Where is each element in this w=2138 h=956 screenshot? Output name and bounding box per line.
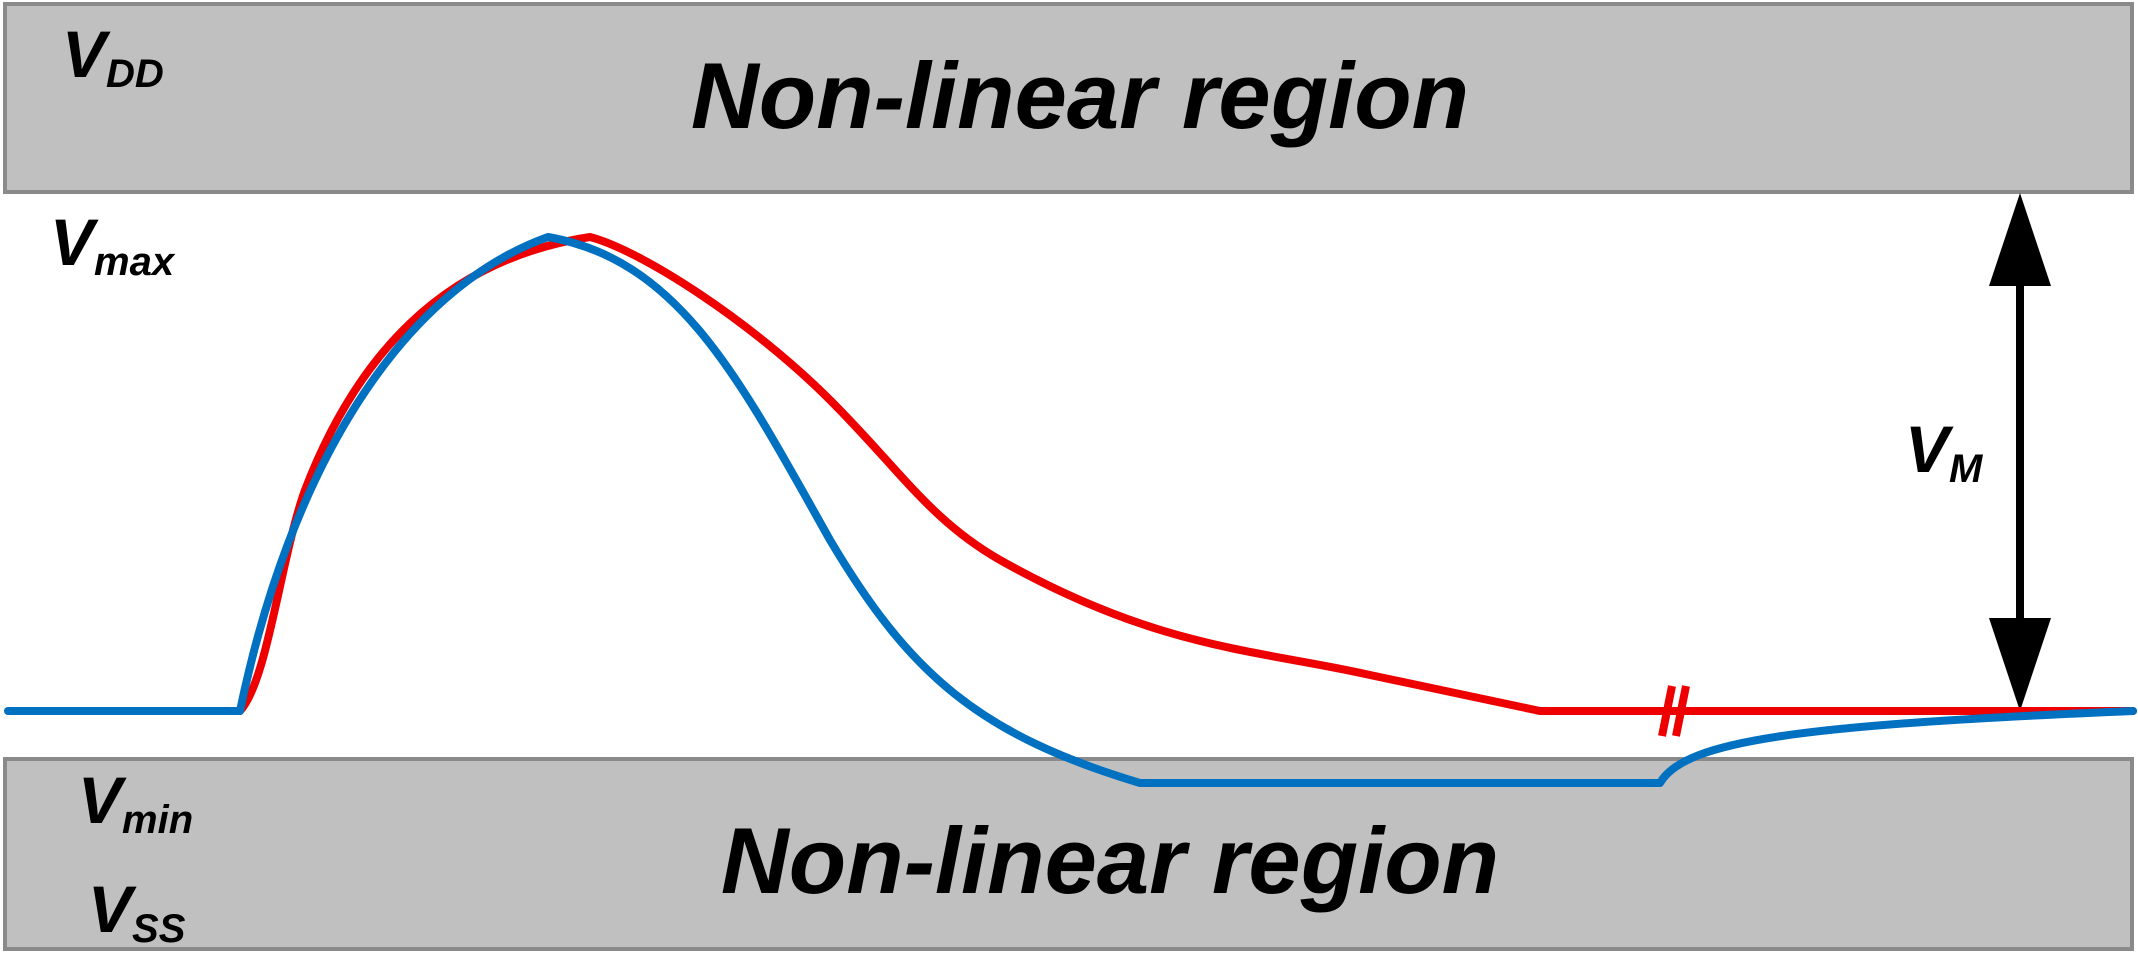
red-waveform bbox=[236, 233, 2137, 715]
vss-label: VSS bbox=[88, 872, 186, 951]
vmin-sub: min bbox=[122, 798, 193, 842]
top-region-label: Non-linear region bbox=[691, 43, 1469, 148]
vm-main: V bbox=[1905, 412, 1954, 486]
vm-sub: M bbox=[1949, 447, 1984, 491]
vmax-sub: max bbox=[94, 240, 176, 284]
vdd-sub: DD bbox=[106, 52, 164, 96]
vdd-main: V bbox=[62, 17, 111, 91]
vss-sub: SS bbox=[132, 907, 186, 951]
red-break-mark-1 bbox=[1658, 685, 1676, 737]
vmin-main: V bbox=[78, 763, 127, 837]
vmin-label: Vmin bbox=[78, 763, 193, 842]
red-break-marks bbox=[1658, 685, 1690, 737]
bottom-region-label: Non-linear region bbox=[721, 808, 1499, 913]
vm-arrow-head-down bbox=[1989, 618, 2051, 711]
vm-double-arrow bbox=[1989, 193, 2051, 711]
vmax-label: Vmax bbox=[50, 205, 176, 284]
vss-main: V bbox=[88, 872, 137, 946]
red-break-mark-2 bbox=[1672, 685, 1690, 737]
bottom-region-box bbox=[3, 757, 2134, 951]
vm-label: VM bbox=[1905, 412, 1984, 491]
bottom-nonlinear-region: Non-linear region bbox=[3, 757, 2134, 951]
blue-waveform bbox=[4, 233, 2137, 787]
top-nonlinear-region: Non-linear region bbox=[3, 2, 2134, 194]
vmax-main: V bbox=[50, 205, 99, 279]
vdd-label: VDD bbox=[62, 17, 164, 96]
vm-arrow-head-up bbox=[1989, 193, 2051, 286]
top-region-box bbox=[3, 2, 2134, 194]
